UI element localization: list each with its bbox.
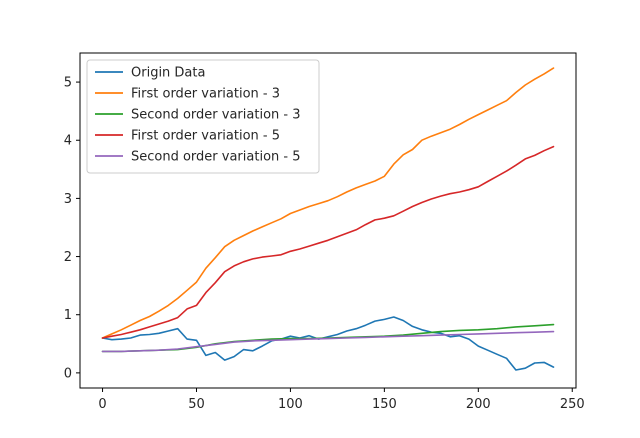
series-line-first-order-variation-3 — [101, 67, 555, 339]
y-tick-label: 4 — [64, 134, 72, 149]
y-tick-label: 5 — [64, 76, 72, 91]
series-line-second-order-variation-5 — [101, 330, 555, 353]
legend-label: First order variation - 5 — [131, 129, 280, 144]
x-tick-label: 200 — [466, 397, 491, 412]
legend-label: Origin Data — [131, 66, 205, 81]
x-tick-label: 0 — [98, 397, 106, 412]
y-tick-label: 2 — [64, 250, 72, 265]
y-tick-label: 0 — [64, 366, 72, 381]
axes-frame — [79, 52, 577, 389]
legend: Origin Data First order variation - 3 Seco… — [86, 59, 320, 174]
legend-label: Second order variation - 5 — [131, 150, 300, 165]
x-tick-label: 100 — [278, 397, 303, 412]
x-tick-label: 250 — [560, 397, 585, 412]
y-tick-label: 3 — [64, 192, 72, 207]
x-tick-label: 150 — [372, 397, 397, 412]
x-axis-ticks: 0 50 100 150 200 250 — [98, 388, 585, 412]
legend-label: First order variation - 3 — [131, 87, 280, 102]
y-axis-ticks: 0 1 2 3 4 5 — [64, 76, 80, 381]
legend-label: Second order variation - 3 — [131, 108, 300, 123]
series-line-origin-data — [101, 316, 555, 371]
plot-lines — [101, 67, 555, 371]
y-tick-label: 1 — [64, 308, 72, 323]
legend-box — [86, 59, 320, 174]
series-line-first-order-variation-5 — [101, 145, 555, 339]
x-tick-label: 50 — [188, 397, 205, 412]
